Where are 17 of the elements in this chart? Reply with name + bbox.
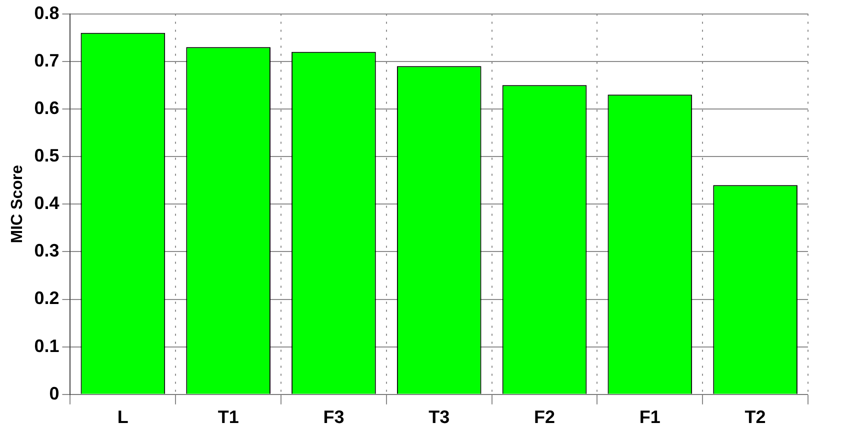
x-tick-label: L [117, 407, 128, 428]
x-tick-label: F1 [639, 407, 660, 428]
y-tick-label: 0.5 [34, 145, 60, 166]
y-tick-label: 0.4 [34, 193, 60, 214]
x-tick-label: F2 [534, 407, 556, 428]
y-tick-label: 0.6 [34, 98, 60, 118]
x-tick-label: F3 [323, 407, 344, 428]
y-tick-label: 0.8 [34, 2, 60, 23]
y-tick-label: 0.2 [34, 288, 60, 308]
y-tick-label: 0.3 [34, 240, 60, 261]
y-tick-label: 0.1 [34, 336, 60, 356]
y-tick-label: 0.7 [34, 50, 60, 70]
y-axis-title: MIC Score [9, 164, 26, 244]
x-tick-label: T1 [218, 407, 239, 428]
y-tick-label: 0 [49, 383, 60, 404]
x-tick-label: T2 [744, 407, 766, 428]
x-tick-label: T3 [428, 407, 450, 428]
